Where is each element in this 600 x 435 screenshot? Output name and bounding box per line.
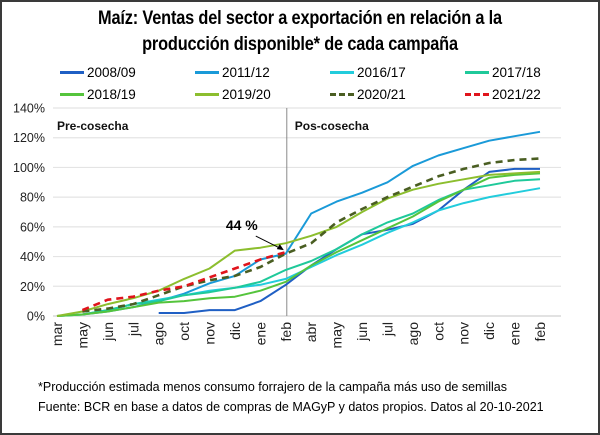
x-tick-label: feb bbox=[278, 322, 294, 342]
series-line-2011-12 bbox=[82, 130, 541, 316]
chart-legend: 2008/09 2011/12 2016/17 2017/18 2018/19 2019/… bbox=[60, 62, 580, 106]
legend-label: 2019/20 bbox=[222, 86, 271, 102]
y-tick-label: 40% bbox=[20, 250, 45, 264]
legend-swatch bbox=[195, 70, 219, 74]
legend-swatch bbox=[60, 92, 84, 96]
legend-swatch bbox=[330, 70, 354, 74]
legend-swatch bbox=[465, 92, 489, 96]
x-tick-label: ago bbox=[405, 322, 421, 346]
x-tick-label: dic bbox=[227, 322, 243, 340]
legend-item: 2008/09 bbox=[60, 62, 136, 82]
y-tick-label: 80% bbox=[20, 191, 45, 205]
legend-item: 2011/12 bbox=[195, 62, 270, 82]
x-tick-label: may bbox=[329, 322, 345, 348]
x-tick-label: jul bbox=[379, 322, 395, 337]
legend-item: 2016/17 bbox=[330, 62, 406, 82]
series-line-2017-18 bbox=[56, 178, 541, 317]
legend-label: 2018/19 bbox=[87, 86, 136, 102]
region-label-pos: Pos-cosecha bbox=[295, 119, 369, 133]
y-tick-label: 100% bbox=[13, 161, 45, 175]
series-line-2018-19 bbox=[56, 172, 541, 317]
x-tick-label: ene bbox=[252, 322, 268, 346]
chart-title: Maíz: Ventas del sector a exportación en… bbox=[42, 6, 558, 58]
legend-swatch bbox=[60, 70, 84, 74]
x-tick-label: abr bbox=[303, 322, 319, 343]
legend-label: 2017/18 bbox=[492, 64, 541, 80]
x-tick-label: nov bbox=[456, 322, 472, 345]
legend-item: 2021/22 bbox=[465, 84, 541, 104]
legend-label: 2020/21 bbox=[357, 86, 406, 102]
region-label-pre: Pre-cosecha bbox=[57, 119, 129, 133]
y-tick-label: 140% bbox=[13, 102, 45, 116]
series-line-2021-22 bbox=[81, 250, 287, 312]
series-line-2020-21 bbox=[82, 157, 541, 313]
x-tick-label: feb bbox=[532, 322, 548, 342]
legend-label: 2011/12 bbox=[222, 64, 270, 80]
annotation-arrowhead bbox=[276, 244, 284, 251]
legend-swatch bbox=[330, 92, 354, 96]
x-tick-label: jul bbox=[125, 322, 141, 337]
legend-label: 2016/17 bbox=[357, 64, 406, 80]
y-tick-label: 20% bbox=[20, 280, 45, 294]
y-tick-label: 0% bbox=[27, 310, 45, 324]
y-tick-label: 60% bbox=[20, 220, 45, 234]
x-tick-label: ago bbox=[151, 322, 167, 346]
y-tick-label: 120% bbox=[13, 131, 45, 145]
x-tick-label: nov bbox=[202, 322, 218, 345]
footnote: *Producción estimada menos consumo forra… bbox=[38, 380, 507, 394]
x-tick-label: jun bbox=[100, 322, 116, 342]
legend-label: 2021/22 bbox=[492, 86, 541, 102]
legend-item: 2019/20 bbox=[195, 84, 271, 104]
x-tick-label: ene bbox=[507, 322, 523, 346]
series-line-2019-20 bbox=[56, 170, 541, 317]
chart-title-line-1: Maíz: Ventas del sector a exportación en… bbox=[98, 8, 502, 29]
x-tick-label: oct bbox=[176, 322, 192, 341]
legend-item: 2017/18 bbox=[465, 62, 541, 82]
x-tick-label: dic bbox=[481, 322, 497, 340]
x-tick-label: may bbox=[74, 322, 90, 348]
legend-label: 2008/09 bbox=[87, 64, 136, 80]
legend-swatch bbox=[465, 70, 489, 74]
x-tick-label: jun bbox=[354, 322, 370, 342]
annotation-label: 44 % bbox=[226, 217, 258, 233]
legend-item: 2018/19 bbox=[60, 84, 136, 104]
chart-title-line-2: producción disponible* de cada campaña bbox=[142, 34, 458, 55]
x-tick-label: mar bbox=[49, 322, 65, 346]
annotation-arrow bbox=[255, 235, 283, 250]
x-tick-label: oct bbox=[430, 322, 446, 341]
legend-swatch bbox=[195, 92, 219, 96]
source-note: Fuente: BCR en base a datos de compras d… bbox=[38, 400, 544, 414]
legend-item: 2020/21 bbox=[330, 84, 406, 104]
